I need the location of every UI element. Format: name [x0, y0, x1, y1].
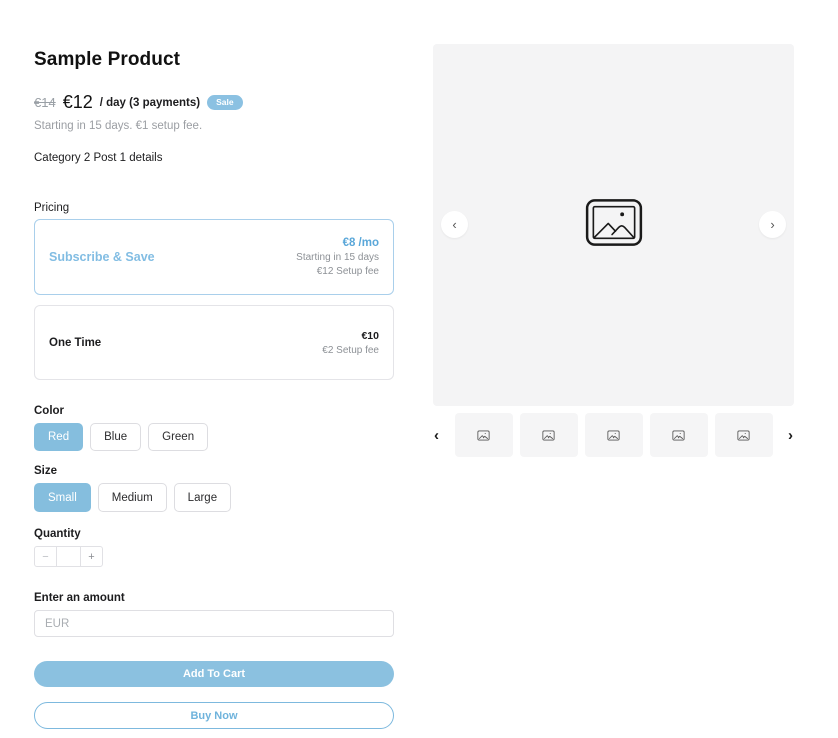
price-terms: / day (3 payments) — [99, 96, 201, 109]
pricing-option-start-note: Starting in 15 days — [296, 252, 379, 263]
color-option-red[interactable]: Red — [34, 423, 84, 451]
quantity-stepper: − + — [34, 546, 103, 567]
carousel-next-button[interactable]: › — [759, 211, 786, 238]
page-title: Sample Product — [34, 49, 181, 70]
thumbnails — [454, 413, 773, 457]
quantity-label: Quantity — [34, 528, 81, 540]
thumbnail[interactable] — [649, 413, 708, 457]
product-description: Category 2 Post 1 details — [34, 152, 163, 164]
color-option-green[interactable]: Green — [148, 423, 209, 451]
size-option-small[interactable]: Small — [34, 483, 91, 512]
product-gallery: ‹ › ‹ — [433, 44, 794, 457]
pricing-option-name: One Time — [49, 336, 102, 349]
amount-input[interactable] — [34, 610, 394, 637]
old-price: €14 — [34, 95, 56, 110]
buy-now-button[interactable]: Buy Now — [34, 702, 394, 729]
thumbnail[interactable] — [584, 413, 643, 457]
carousel-prev-button[interactable]: ‹ — [441, 211, 468, 238]
thumbnail[interactable] — [714, 413, 773, 457]
size-label: Size — [34, 465, 58, 477]
quantity-decrement-button[interactable]: − — [34, 546, 57, 567]
price-row: €14 €12 / day (3 payments) Sale — [34, 92, 394, 113]
size-options: Small Medium Large — [34, 483, 394, 512]
pricing-option-subscribe[interactable]: Subscribe & Save €8 /mo Starting in 15 d… — [34, 219, 394, 295]
color-option-blue[interactable]: Blue — [90, 423, 142, 451]
size-option-medium[interactable]: Medium — [97, 483, 167, 512]
size-option-large[interactable]: Large — [173, 483, 232, 512]
thumbnails-next-button[interactable]: › — [788, 426, 793, 444]
image-placeholder-icon — [585, 199, 643, 252]
current-price: €12 — [62, 92, 93, 112]
sale-badge: Sale — [207, 95, 243, 110]
carousel-main-image: ‹ › — [433, 44, 794, 406]
amount-label: Enter an amount — [34, 592, 125, 604]
thumbnails-prev-button[interactable]: ‹ — [434, 426, 439, 444]
quantity-increment-button[interactable]: + — [80, 546, 103, 567]
price-note: Starting in 15 days. €1 setup fee. — [34, 120, 203, 132]
thumbnail-strip: ‹ — [433, 413, 794, 457]
product-details-panel: Sample Product €14 €12 / day (3 payments… — [34, 49, 394, 729]
thumbnail[interactable] — [519, 413, 578, 457]
pricing-label: Pricing — [34, 202, 70, 214]
pricing-option-price: €10 — [361, 329, 379, 342]
color-options: Red Blue Green — [34, 423, 394, 451]
pricing-option-fee-note: €12 Setup fee — [316, 266, 379, 277]
pricing-option-price: €8 /mo — [342, 237, 379, 249]
thumbnail[interactable] — [454, 413, 513, 457]
color-label: Color — [34, 405, 65, 417]
quantity-input[interactable] — [57, 546, 80, 567]
pricing-option-one-time[interactable]: One Time €10 €2 Setup fee — [34, 305, 394, 380]
pricing-option-name: Subscribe & Save — [49, 250, 155, 264]
pricing-option-fee-note: €2 Setup fee — [322, 344, 379, 356]
add-to-cart-button[interactable]: Add To Cart — [34, 661, 394, 687]
